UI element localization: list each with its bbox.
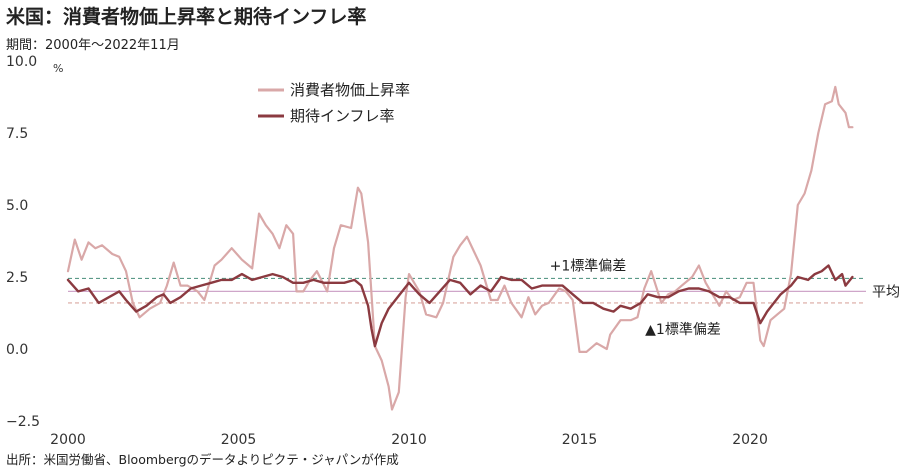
legend-label-0: 消費者物価上昇率	[290, 81, 410, 99]
y-tick-label: 7.5	[6, 126, 28, 142]
series-line-0	[66, 85, 854, 411]
x-tick-label: 2015	[562, 432, 598, 448]
chart-title: 米国：消費者物価上昇率と期待インフレ率	[6, 6, 367, 28]
y-tick-label: 5.0	[6, 198, 28, 214]
y-axis-unit-label: %	[53, 62, 63, 75]
x-tick-label: 2010	[391, 432, 427, 448]
series-line-1	[66, 264, 854, 348]
reference-label-minus-1sd: ▲1標準偏差	[645, 322, 721, 338]
y-tick-label: 10.0	[6, 54, 37, 70]
x-tick-label: 2020	[732, 432, 768, 448]
x-tick-label: 2005	[221, 432, 257, 448]
y-tick-label: 0.0	[6, 342, 28, 358]
y-tick-label: 2.5	[6, 270, 28, 286]
reference-label-plus-1sd: +1標準偏差	[550, 258, 627, 274]
y-tick-label: −2.5	[6, 414, 40, 430]
legend-label-1: 期待インフレ率	[290, 107, 395, 125]
x-tick-label: 2000	[50, 432, 86, 448]
reference-label-mean: 平均	[872, 284, 900, 300]
chart-subtitle: 期間：2000年～2022年11月	[6, 38, 180, 53]
source-note: 出所：米国労働省、Bloombergのデータよりピクテ・ジャパンが作成	[6, 452, 399, 467]
